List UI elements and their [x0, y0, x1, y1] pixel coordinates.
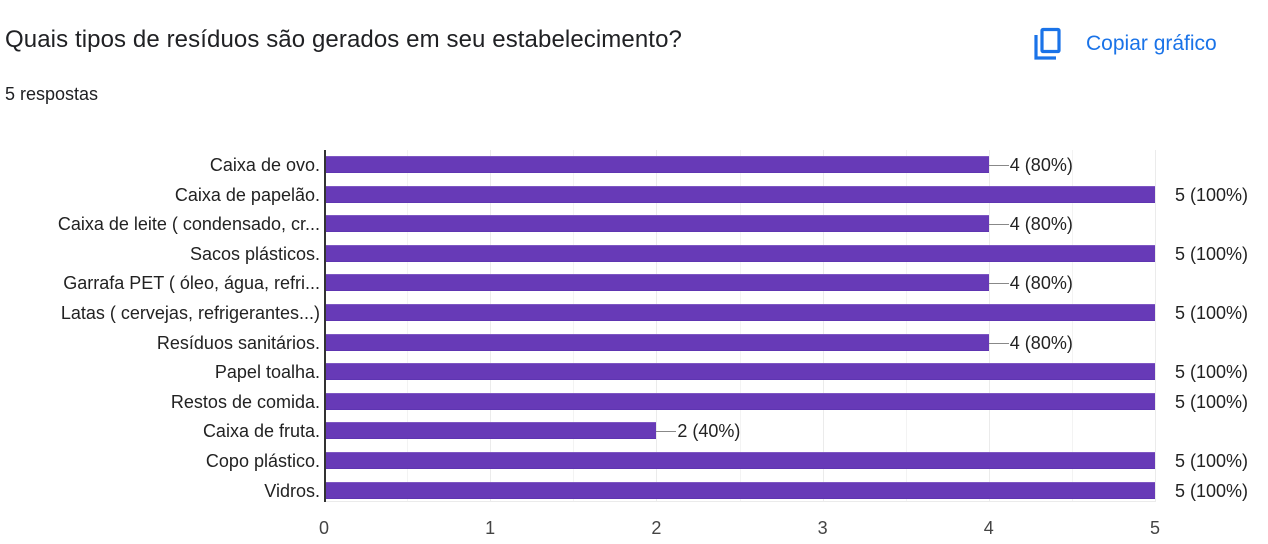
category-label: Resíduos sanitários. — [156, 332, 320, 353]
category-label: Sacos plásticos. — [189, 243, 320, 264]
bar[interactable] — [326, 274, 989, 292]
y-axis-line — [324, 150, 326, 502]
leader-line — [988, 224, 1009, 226]
bar[interactable] — [326, 363, 1155, 381]
value-label: 4 (80%) — [1009, 332, 1073, 353]
value-label: 5 (100%) — [1175, 451, 1249, 471]
x-tick-label: 2 — [651, 518, 662, 538]
gridline — [906, 150, 907, 502]
gridline — [823, 150, 824, 502]
category-label: Caixa de leite ( condensado, cr... — [57, 214, 320, 235]
bar[interactable] — [326, 392, 1155, 410]
x-tick-label: 3 — [817, 518, 828, 538]
bar[interactable] — [326, 215, 989, 233]
gridline — [1155, 150, 1156, 502]
gridline — [1072, 150, 1073, 502]
category-label: Garrafa PET ( óleo, água, refri... — [63, 273, 320, 294]
chart-title: Quais tipos de resíduos são gerados em s… — [5, 26, 682, 53]
category-label: Caixa de papelão. — [174, 184, 320, 205]
leader-line — [988, 342, 1009, 344]
value-label: 5 (100%) — [1175, 480, 1249, 501]
category-label: Caixa de fruta. — [202, 421, 320, 442]
category-label: Papel toalha. — [214, 362, 320, 383]
bar[interactable] — [326, 422, 657, 440]
category-label: Vidros. — [264, 480, 320, 501]
gridline — [407, 150, 408, 502]
gridline — [656, 150, 657, 502]
bar[interactable] — [326, 304, 1155, 321]
plot-area — [324, 150, 1156, 502]
bar[interactable] — [326, 333, 989, 351]
x-tick-label: 5 — [1149, 518, 1161, 538]
gridline — [490, 150, 491, 502]
copy-chart-button[interactable]: Copiar gráfico — [1032, 24, 1217, 64]
value-label: 4 (80%) — [1009, 273, 1073, 294]
bar[interactable] — [326, 452, 1155, 469]
value-label: 2 (40%) — [677, 421, 741, 442]
gridline — [324, 501, 1155, 502]
gridline — [740, 150, 741, 502]
category-label: Latas ( cervejas, refrigerantes...) — [60, 303, 320, 323]
category-label: Copo plástico. — [205, 451, 320, 471]
gridline — [573, 150, 574, 502]
copy-chart-label: Copiar gráfico — [1086, 32, 1217, 55]
leader-line — [988, 283, 1009, 285]
value-label: 5 (100%) — [1175, 303, 1249, 323]
response-count: 5 respostas — [5, 84, 99, 104]
category-label: Caixa de ovo. — [209, 155, 320, 175]
bar-chart: Caixa de ovo. 4 (80%) Caixa de papelão. 5 (… — [0, 145, 1268, 544]
value-label: 5 (100%) — [1175, 362, 1249, 383]
x-tick-label: 4 — [983, 518, 994, 538]
gridline — [989, 150, 990, 502]
leader-line — [656, 431, 677, 433]
value-label: 5 (100%) — [1175, 243, 1249, 264]
value-label: 5 (100%) — [1175, 184, 1249, 205]
copy-icon — [1034, 27, 1061, 60]
value-label: 4 (80%) — [1009, 155, 1073, 175]
category-label: Restos de comida. — [170, 391, 320, 412]
bar[interactable] — [326, 481, 1155, 499]
value-label: 5 (100%) — [1175, 391, 1249, 412]
bar[interactable] — [326, 185, 1155, 203]
x-tick-label: 0 — [318, 518, 330, 538]
bar[interactable] — [326, 244, 1155, 262]
value-label: 4 (80%) — [1009, 214, 1073, 235]
x-tick-label: 1 — [485, 518, 496, 538]
bar[interactable] — [326, 156, 989, 173]
leader-line — [988, 165, 1009, 166]
